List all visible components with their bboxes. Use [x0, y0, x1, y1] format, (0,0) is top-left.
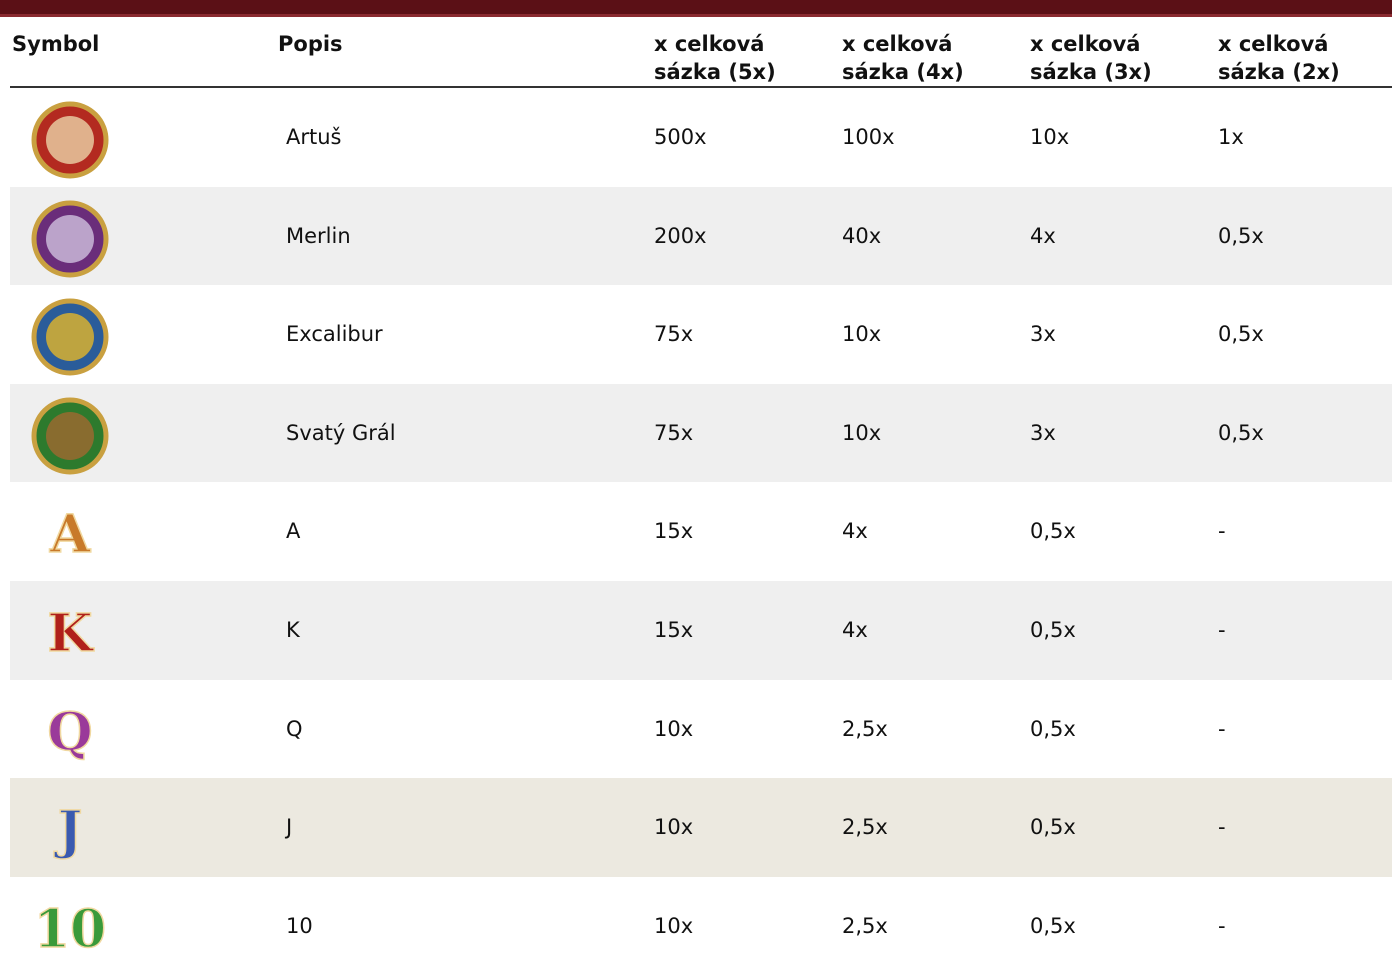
symbol-glyph: 10: [34, 899, 106, 960]
symbol-name: Merlin: [286, 223, 351, 248]
payout: 500x: [654, 125, 707, 149]
table-row: Merlin 200x 40x 4x 0,5x: [10, 186, 1392, 286]
payout: 0,5x: [1030, 716, 1076, 741]
top-bar: [0, 0, 1392, 17]
table-row: Q Q 10x 2,5x 0,5x -: [10, 679, 1392, 779]
column-header: x celková sázka (3x): [1030, 32, 1152, 84]
column-header: Symbol: [12, 32, 100, 56]
payout: 75x: [654, 420, 694, 445]
symbol-glyph: J: [54, 800, 83, 861]
table-row: Artuš 500x 100x 10x 1x: [10, 88, 1392, 187]
payout: 15x: [654, 519, 694, 544]
payout: 10x: [842, 322, 882, 347]
symbol-name: A: [286, 519, 301, 544]
payout: 15x: [654, 618, 694, 642]
payout: 1x: [1218, 125, 1244, 149]
payout: -: [1218, 913, 1226, 938]
payout: 2,5x: [842, 815, 888, 840]
symbol-icon: [31, 397, 109, 475]
payout: 75x: [654, 322, 694, 347]
symbol-name: Excalibur: [286, 322, 383, 347]
table-row: 10 10 10x 2,5x 0,5x -: [10, 876, 1392, 976]
symbol-glyph: A: [49, 504, 91, 565]
table-row: A A 15x 4x 0,5x -: [10, 482, 1392, 582]
payout: 10x: [842, 420, 882, 445]
symbol-icon: [31, 101, 109, 179]
payout: 200x: [654, 223, 707, 248]
table-row: J J 10x 2,5x 0,5x -: [10, 778, 1392, 878]
payout: 4x: [842, 618, 868, 642]
symbol-icon: J: [53, 799, 83, 862]
payout: 2,5x: [842, 716, 888, 741]
payout: 100x: [842, 125, 895, 149]
column-header: x celková sázka (4x): [842, 32, 964, 84]
table-row: Excalibur 75x 10x 3x 0,5x: [10, 285, 1392, 385]
symbol-name: 10: [286, 913, 313, 938]
column-header: Popis: [278, 32, 343, 56]
payout: -: [1218, 618, 1226, 642]
payout: 4x: [1030, 223, 1056, 248]
payout: 10x: [654, 716, 694, 741]
payout: -: [1218, 815, 1226, 840]
symbol-name: Artuš: [286, 125, 342, 149]
column-header: x celková sázka (2x): [1218, 32, 1340, 84]
symbol-icon: 10: [33, 898, 107, 961]
payout: 0,5x: [1218, 322, 1264, 347]
payout: 4x: [842, 519, 868, 544]
payout: 0,5x: [1218, 420, 1264, 445]
symbol-name: Q: [286, 716, 303, 741]
payout: 2,5x: [842, 913, 888, 938]
symbol-icon: Q: [47, 701, 94, 764]
symbol-name: Svatý Grál: [286, 420, 396, 445]
column-header: x celková sázka (5x): [654, 32, 776, 84]
payout: 0,5x: [1030, 519, 1076, 544]
symbol-glyph: Q: [47, 702, 92, 763]
payout: 40x: [842, 223, 882, 248]
table-row: K K 15x 4x 0,5x -: [10, 581, 1392, 680]
payout: -: [1218, 519, 1226, 544]
payout: 0,5x: [1030, 815, 1076, 840]
table-row: Svatý Grál 75x 10x 3x 0,5x: [10, 383, 1392, 483]
payout: 10x: [1030, 125, 1070, 149]
payout: 0,5x: [1030, 913, 1076, 938]
header-rule: [10, 86, 1392, 88]
symbol-icon: [31, 298, 109, 376]
payout: 0,5x: [1218, 223, 1264, 248]
symbol-name: K: [286, 618, 300, 642]
payout: 10x: [654, 913, 694, 938]
symbol-icon: [31, 200, 109, 278]
symbol-icon: K: [47, 602, 96, 665]
symbol-name: J: [286, 815, 293, 840]
payout: 0,5x: [1030, 618, 1076, 642]
payout: 3x: [1030, 420, 1056, 445]
symbol-glyph: K: [47, 603, 94, 664]
payout: -: [1218, 716, 1226, 741]
payout: 3x: [1030, 322, 1056, 347]
payout: 10x: [654, 815, 694, 840]
symbol-icon: A: [48, 504, 92, 567]
